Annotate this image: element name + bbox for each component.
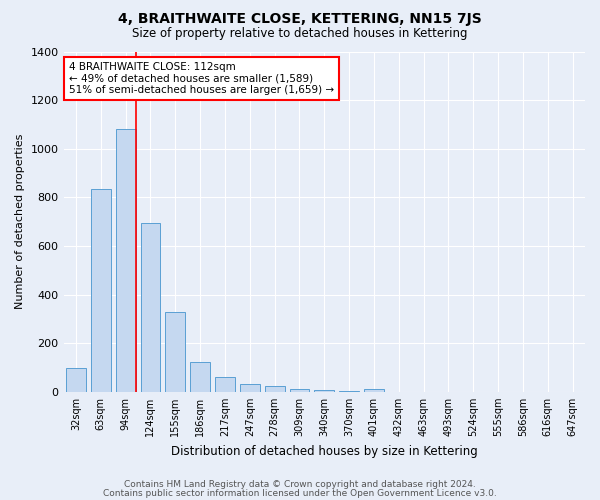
- Bar: [265, 386, 284, 392]
- Text: Size of property relative to detached houses in Kettering: Size of property relative to detached ho…: [132, 28, 468, 40]
- Bar: [314, 390, 334, 392]
- Bar: [166, 312, 185, 392]
- Bar: [190, 362, 210, 392]
- Bar: [240, 384, 260, 392]
- Bar: [66, 368, 86, 392]
- Bar: [339, 391, 359, 392]
- Bar: [91, 188, 111, 392]
- Text: Contains public sector information licensed under the Open Government Licence v3: Contains public sector information licen…: [103, 488, 497, 498]
- Text: 4, BRAITHWAITE CLOSE, KETTERING, NN15 7JS: 4, BRAITHWAITE CLOSE, KETTERING, NN15 7J…: [118, 12, 482, 26]
- Y-axis label: Number of detached properties: Number of detached properties: [15, 134, 25, 310]
- Bar: [116, 130, 136, 392]
- Text: 4 BRAITHWAITE CLOSE: 112sqm
← 49% of detached houses are smaller (1,589)
51% of : 4 BRAITHWAITE CLOSE: 112sqm ← 49% of det…: [69, 62, 334, 95]
- X-axis label: Distribution of detached houses by size in Kettering: Distribution of detached houses by size …: [171, 444, 478, 458]
- Bar: [364, 389, 384, 392]
- Bar: [140, 224, 160, 392]
- Bar: [290, 389, 310, 392]
- Bar: [215, 376, 235, 392]
- Text: Contains HM Land Registry data © Crown copyright and database right 2024.: Contains HM Land Registry data © Crown c…: [124, 480, 476, 489]
